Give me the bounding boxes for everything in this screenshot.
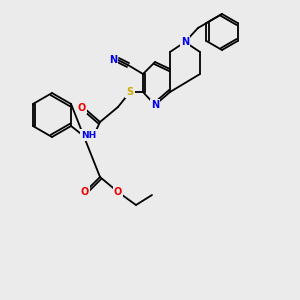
Text: N: N — [151, 100, 159, 110]
Text: NH: NH — [81, 130, 97, 140]
Text: N: N — [109, 55, 117, 65]
Text: S: S — [126, 87, 134, 97]
Text: O: O — [78, 103, 86, 113]
Text: N: N — [181, 37, 189, 47]
Text: O: O — [81, 187, 89, 197]
Text: O: O — [114, 187, 122, 197]
